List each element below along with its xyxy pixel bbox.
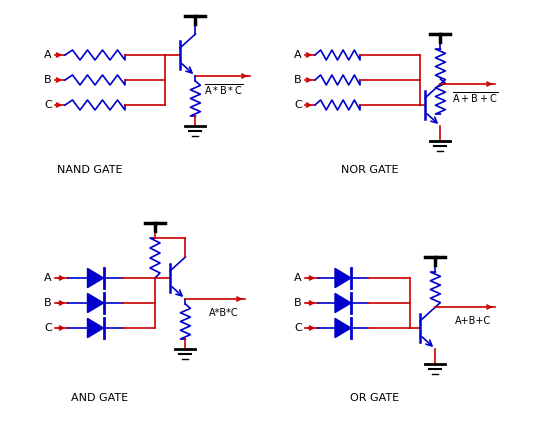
Polygon shape bbox=[335, 268, 351, 288]
Text: C: C bbox=[44, 323, 52, 333]
Text: B: B bbox=[294, 75, 302, 85]
Text: AND GATE: AND GATE bbox=[72, 393, 129, 403]
Text: NOR GATE: NOR GATE bbox=[341, 165, 399, 175]
Text: C: C bbox=[44, 100, 52, 110]
Text: A: A bbox=[294, 273, 302, 283]
Text: B: B bbox=[294, 298, 302, 308]
Polygon shape bbox=[335, 318, 351, 337]
Text: A: A bbox=[294, 50, 302, 60]
Text: NAND GATE: NAND GATE bbox=[57, 165, 123, 175]
Polygon shape bbox=[87, 268, 104, 288]
Text: A*B*C: A*B*C bbox=[208, 308, 238, 318]
Polygon shape bbox=[335, 294, 351, 313]
Text: C: C bbox=[294, 323, 302, 333]
Text: A: A bbox=[44, 273, 52, 283]
Text: A: A bbox=[44, 50, 52, 60]
Text: B: B bbox=[44, 298, 52, 308]
Text: A+B+C: A+B+C bbox=[455, 316, 492, 326]
Polygon shape bbox=[87, 318, 104, 337]
Text: OR GATE: OR GATE bbox=[351, 393, 400, 403]
Text: $\overline{\mathsf{A+B+C}}$: $\overline{\mathsf{A+B+C}}$ bbox=[452, 91, 498, 105]
Polygon shape bbox=[87, 294, 104, 313]
Text: $\overline{\mathsf{A*B*C}}$: $\overline{\mathsf{A*B*C}}$ bbox=[204, 83, 243, 98]
Text: C: C bbox=[294, 100, 302, 110]
Text: B: B bbox=[44, 75, 52, 85]
